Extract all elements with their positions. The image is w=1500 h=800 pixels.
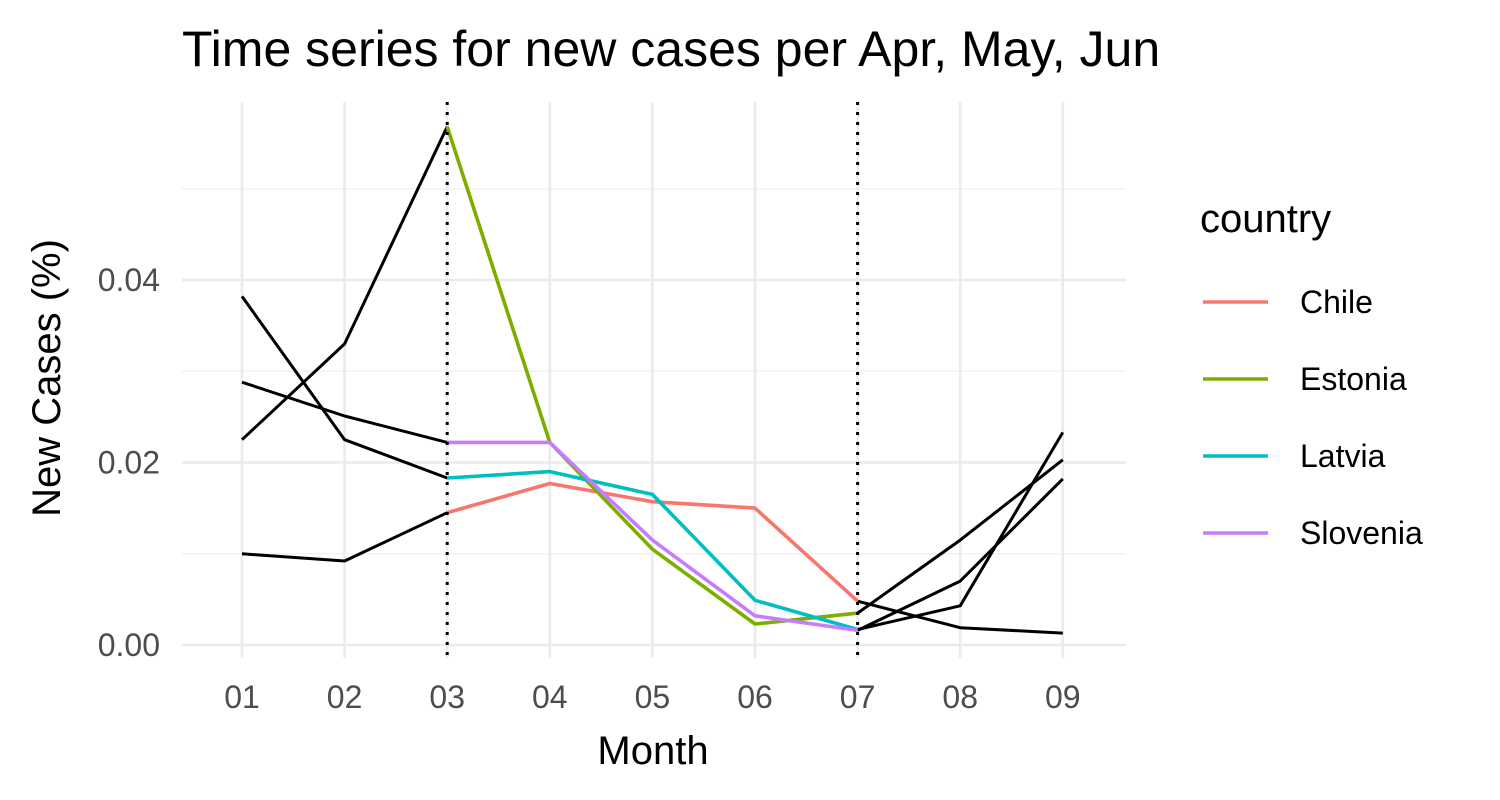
grid xyxy=(182,102,1126,658)
y-tick-label: 0.04 xyxy=(98,262,160,298)
x-tick-label: 05 xyxy=(635,679,671,715)
x-tick-label: 02 xyxy=(327,679,363,715)
chart-title: Time series for new cases per Apr, May, … xyxy=(182,21,1160,77)
x-tick-label: 01 xyxy=(224,679,260,715)
x-tick-label: 06 xyxy=(737,679,773,715)
legend-label-estonia: Estonia xyxy=(1300,361,1407,397)
y-tick-label: 0.00 xyxy=(98,627,160,663)
series-line-post-slovenia xyxy=(856,477,1064,632)
legend-label-chile: Chile xyxy=(1300,284,1373,320)
x-tick-label: 07 xyxy=(840,679,876,715)
legend: country Chile Estonia Latvia Slovenia xyxy=(1200,197,1423,551)
series-line-slovenia xyxy=(447,440,858,633)
y-tick-label: 0.02 xyxy=(98,445,160,481)
x-axis-title: Month xyxy=(597,729,708,773)
y-axis-title: New Cases (%) xyxy=(25,239,69,517)
y-tick-labels: 0.00 0.02 0.04 xyxy=(98,262,160,663)
x-tick-labels: 01 02 03 04 05 06 07 08 09 xyxy=(224,679,1080,715)
series-line-post-chile xyxy=(857,599,1063,635)
x-tick-label: 03 xyxy=(429,679,465,715)
series-line-post-estonia xyxy=(856,458,1064,615)
x-tick-label: 04 xyxy=(532,679,568,715)
series-line-post-latvia xyxy=(857,431,1065,631)
series-line-pre-latvia xyxy=(240,295,448,480)
series-line-chile xyxy=(446,481,859,603)
series-line-pre-chile xyxy=(241,511,448,563)
series-line-latvia xyxy=(447,469,859,632)
legend-label-slovenia: Slovenia xyxy=(1300,515,1423,551)
legend-title: country xyxy=(1200,197,1331,241)
series-line-pre-estonia xyxy=(240,126,449,441)
x-tick-label: 08 xyxy=(942,679,978,715)
series-line-pre-slovenia xyxy=(241,380,448,444)
x-tick-label: 09 xyxy=(1045,679,1081,715)
series-lines xyxy=(240,102,1065,658)
legend-label-latvia: Latvia xyxy=(1300,438,1386,474)
